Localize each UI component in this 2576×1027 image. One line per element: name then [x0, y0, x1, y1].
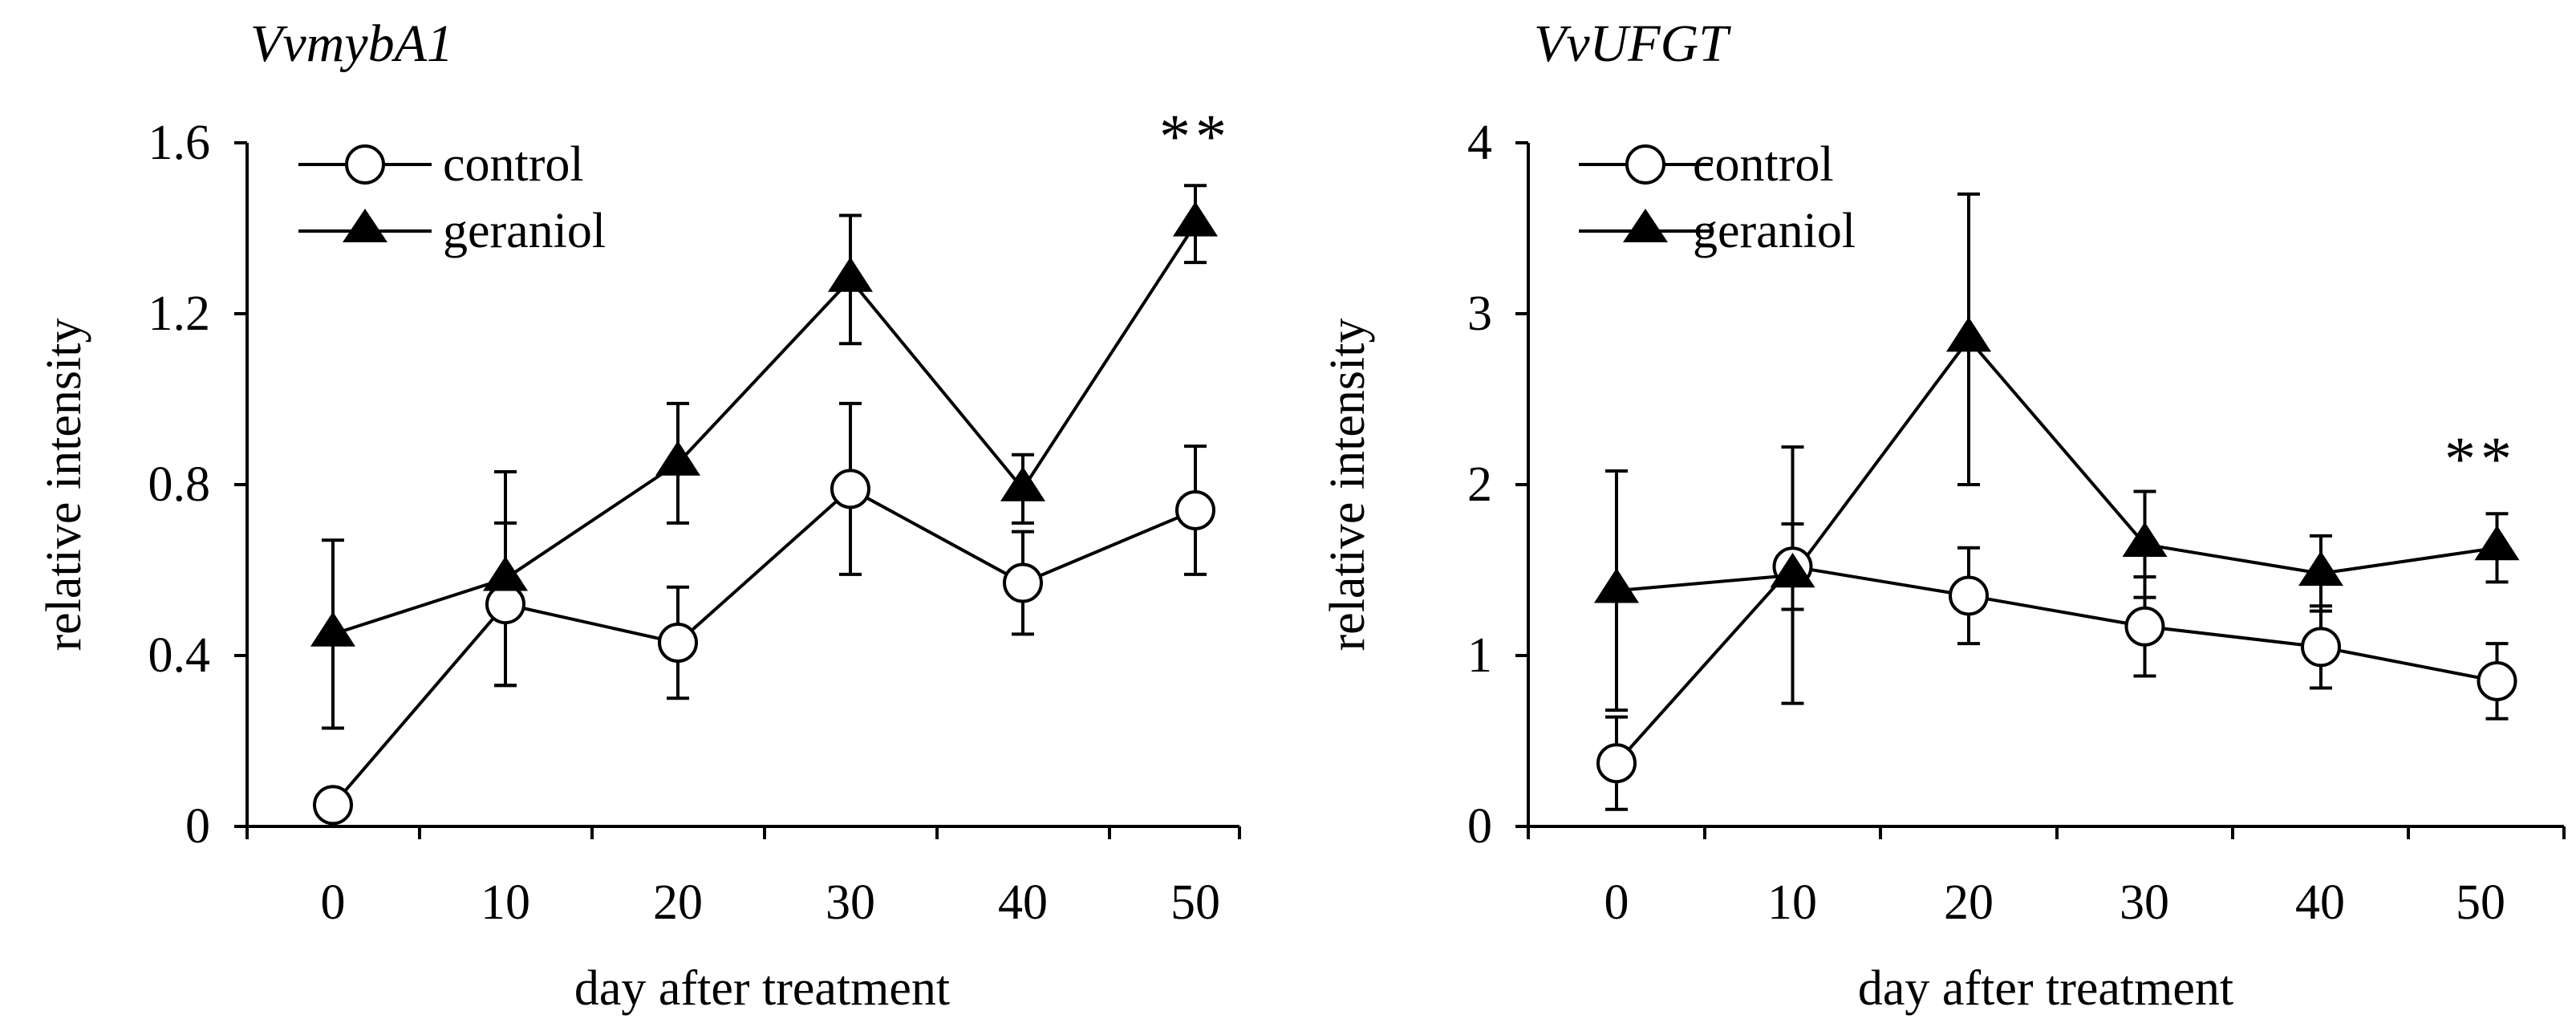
data-point-geraniol — [828, 257, 873, 292]
y-tick-label: 2 — [1467, 457, 1492, 512]
series-line-control — [1615, 565, 2497, 765]
chart-vvufgt: VvUFGT 0 1 2 3 4 0 10 20 30 40 50 day af… — [1320, 14, 2566, 1016]
x-tick-label: 0 — [1604, 875, 1629, 930]
data-point-geraniol — [310, 611, 355, 647]
data-point-geraniol — [2474, 525, 2520, 561]
y-tick-label: 3 — [1467, 286, 1492, 341]
data-point-geraniol — [483, 556, 528, 591]
x-tick-label: 0 — [321, 875, 346, 930]
data-point-geraniol — [1946, 316, 1991, 352]
data-point-control — [658, 623, 698, 664]
y-tick-label: 4 — [1467, 116, 1492, 170]
y-tick-label: 1.6 — [148, 116, 211, 170]
data-point-geraniol — [2298, 550, 2343, 587]
data-point-geraniol — [1594, 568, 1639, 603]
significance-annotation: ** — [2444, 424, 2517, 493]
data-point-geraniol — [1770, 552, 1815, 588]
legend-marker-control — [1625, 144, 1665, 185]
plot-area — [1594, 192, 2520, 811]
data-point-control — [1596, 743, 1637, 784]
series-line-control — [331, 486, 1196, 806]
x-tick-label: 20 — [1944, 875, 1994, 930]
x-tick-label: 40 — [2295, 875, 2345, 930]
x-tick-label: 30 — [826, 875, 875, 930]
data-point-control — [2124, 606, 2165, 647]
series-line-geraniol — [332, 223, 1197, 636]
significance-annotation: ** — [1159, 101, 1231, 171]
x-tick-label: 50 — [1170, 875, 1220, 930]
plot-area — [310, 184, 1218, 826]
chart-title: VvmybA1 — [250, 14, 453, 73]
data-point-control — [1175, 489, 1215, 530]
series-line-geraniol — [1616, 336, 2497, 593]
y-tick-label: 0 — [185, 799, 210, 854]
x-axis-label: day after treatment — [1858, 961, 2233, 1016]
data-point-control — [2301, 627, 2341, 668]
y-tick-label: 0 — [1467, 799, 1492, 854]
legend-label-control: control — [1693, 137, 1834, 192]
y-tick-label: 0.4 — [148, 628, 211, 683]
data-point-control — [2477, 660, 2517, 701]
x-tick-label: 20 — [653, 875, 703, 930]
data-point-control — [313, 785, 353, 826]
data-point-geraniol — [1173, 201, 1218, 237]
y-tick-label: 1.2 — [148, 286, 211, 341]
data-point-control — [485, 584, 525, 625]
legend-marker-geraniol — [343, 209, 387, 242]
x-tick-label: 10 — [1767, 875, 1817, 930]
data-point-geraniol — [655, 440, 700, 476]
data-point-control — [1003, 562, 1043, 603]
y-tick-label: 1 — [1467, 628, 1492, 683]
data-point-control — [1949, 575, 1989, 616]
chart-title: VvUFGT — [1534, 14, 1731, 73]
chart-vvmyba1: VvmybA1 0 0.4 0.8 1.2 1.6 0 10 20 30 40 … — [37, 14, 1241, 1016]
legend-marker-control — [345, 144, 385, 185]
y-axis-label: relative intensity — [1320, 319, 1375, 652]
legend-marker-geraniol — [1623, 209, 1668, 242]
y-tick-label: 0.8 — [148, 457, 211, 512]
y-axis-label: relative intensity — [37, 319, 91, 652]
legend-label-geraniol: geraniol — [1693, 204, 1856, 258]
legend-label-geraniol: geraniol — [443, 204, 606, 258]
data-point-geraniol — [2122, 522, 2168, 557]
error-bars-geraniol — [322, 184, 1207, 730]
legend-label-control: control — [443, 137, 584, 192]
x-tick-label: 10 — [481, 875, 530, 930]
data-point-control — [830, 469, 870, 509]
x-tick-label: 50 — [2456, 875, 2505, 930]
error-bars-geraniol — [1605, 192, 2509, 712]
data-point-geraniol — [1000, 466, 1045, 501]
x-tick-label: 40 — [998, 875, 1048, 930]
x-tick-label: 30 — [2120, 875, 2169, 930]
x-axis-label: day after treatment — [574, 961, 950, 1016]
